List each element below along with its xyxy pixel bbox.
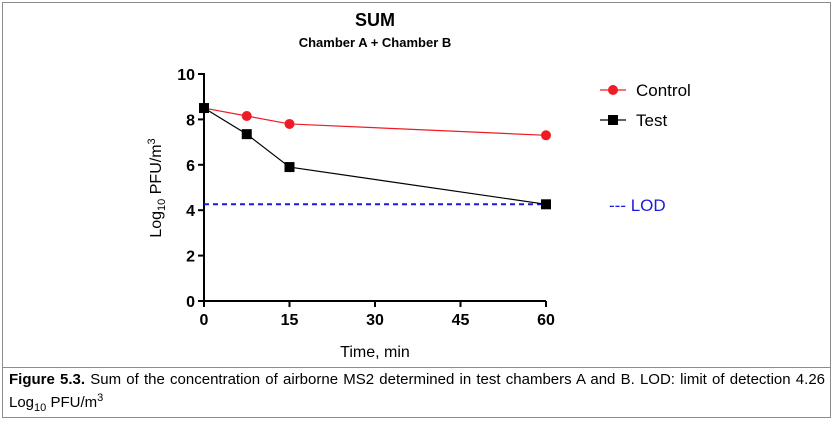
data-point-control (241, 110, 252, 121)
x-tick-label: 45 (452, 312, 470, 329)
caption-superscript: 3 (97, 392, 104, 404)
x-tick-label: 60 (537, 312, 555, 329)
x-tick-label: 30 (366, 312, 384, 329)
y-axis-label: Log10 PFU/m3 (146, 138, 168, 237)
y-tick-label: 8 (186, 112, 195, 129)
data-point-test (541, 199, 551, 210)
legend: Control Test --- LOD (600, 81, 691, 215)
axes: 0 2 4 6 8 10 0 15 30 45 60 (177, 67, 555, 329)
caption-text: Sum of the concentration of airborne MS2… (9, 371, 825, 411)
series-layer (199, 103, 551, 210)
y-tick-label: 4 (186, 203, 195, 220)
legend-label-control: Control (636, 81, 691, 100)
x-axis-label: Time, min (340, 344, 410, 361)
y-tick-label: 10 (177, 67, 195, 84)
y-axis-label-mid: PFU/m (148, 144, 165, 198)
y-tick-label: 2 (186, 249, 195, 266)
legend-marker-control (608, 85, 618, 95)
figure-caption: Figure 5.3. Sum of the concentration of … (2, 367, 831, 418)
y-axis-label-base: Log (148, 211, 165, 238)
y-tick-label: 0 (186, 294, 195, 311)
chart-subtitle: Chamber A + Chamber B (299, 35, 452, 50)
y-axis-label-sup: 3 (146, 138, 158, 144)
legend-marker-test (608, 115, 618, 125)
caption-text-end: PFU/m (46, 394, 98, 411)
chart-title: SUM (355, 10, 395, 30)
y-tick-label: 6 (186, 158, 195, 175)
x-tick-label: 0 (200, 312, 209, 329)
legend-label-test: Test (636, 111, 667, 130)
data-point-control (541, 130, 551, 141)
y-axis-label-sub: 10 (156, 199, 168, 211)
data-point-test (199, 103, 209, 114)
chart: SUM Chamber A + Chamber B 0 2 4 6 8 10 0 15 30 45… (146, 10, 691, 361)
figure-frame (2, 2, 831, 418)
legend-label-lod: --- LOD (609, 196, 666, 215)
data-point-test (284, 162, 295, 173)
caption-label: Figure 5.3. (9, 371, 86, 388)
data-point-control (284, 118, 295, 129)
series-line-control (203, 107, 547, 136)
x-tick-label: 15 (281, 312, 299, 329)
series-line-test (203, 107, 547, 205)
caption-subscript: 10 (34, 402, 47, 414)
data-point-test (241, 129, 252, 140)
